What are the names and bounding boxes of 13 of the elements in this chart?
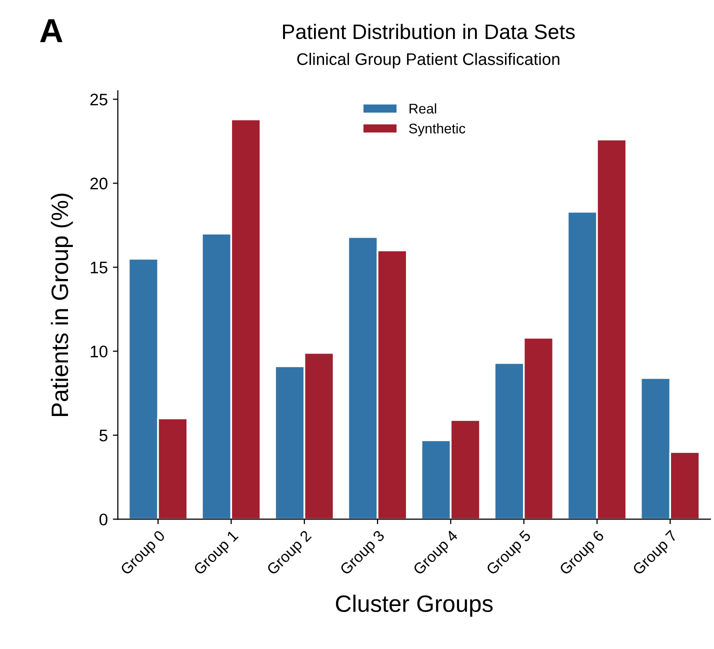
legend-label: Real <box>410 103 436 114</box>
y-axis-title: Patients in Group (%) <box>50 194 73 416</box>
x-axis-title: Cluster Groups <box>336 594 493 617</box>
y-tick-label: 15 <box>90 262 108 274</box>
legend-label: Synthetic <box>409 123 466 136</box>
y-tick-label: 20 <box>90 178 108 190</box>
y-tick-label: 5 <box>99 430 108 442</box>
chart-title: Patient Distribution in Data Sets <box>283 24 575 40</box>
text: A <box>40 19 62 42</box>
y-tick-label: 10 <box>90 346 108 358</box>
y-tick-label: 0 <box>99 514 108 526</box>
y-tick-label: 25 <box>90 94 108 106</box>
chart-subtitle: Clinical Group Patient Classification <box>297 52 560 68</box>
